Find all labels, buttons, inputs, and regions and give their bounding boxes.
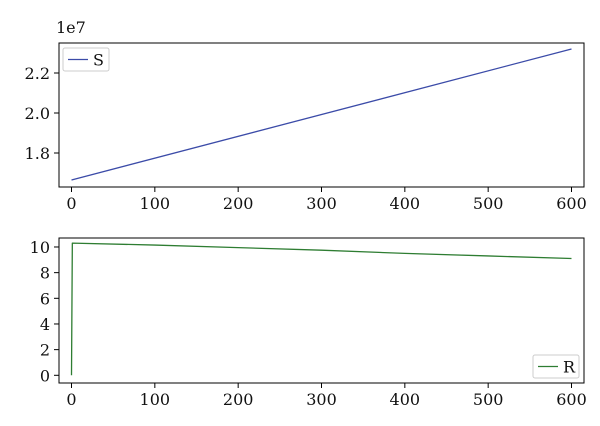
x-tick-label: 0 bbox=[66, 194, 76, 213]
x-tick-label: 600 bbox=[556, 390, 587, 409]
legend-label: S bbox=[93, 51, 104, 70]
series-line-s bbox=[71, 48, 572, 181]
y-tick-label: 2.0 bbox=[25, 104, 50, 123]
x-tick-label: 100 bbox=[140, 194, 171, 213]
x-tick-label: 100 bbox=[140, 390, 171, 409]
x-tick-label: 200 bbox=[223, 390, 254, 409]
x-tick-label: 500 bbox=[473, 390, 504, 409]
chart-panel-1: 0 100 200 300 400 500 600 1.8 2.0 2.2 1e7 S bbox=[25, 18, 587, 213]
x-tick-label: 600 bbox=[556, 194, 587, 213]
chart-panel-2: 0 100 200 300 400 500 600 0 2 4 6 8 10 R bbox=[30, 237, 587, 409]
x-tick-label: 400 bbox=[390, 194, 421, 213]
y-tick-label: 4 bbox=[40, 315, 50, 334]
y-tick-label: 0 bbox=[40, 366, 50, 385]
x-tick-label: 200 bbox=[223, 194, 254, 213]
y-tick-label: 10 bbox=[30, 238, 50, 257]
y-tick-label: 2.2 bbox=[25, 64, 50, 83]
legend-label: R bbox=[563, 358, 576, 377]
y-tick-label: 1.8 bbox=[25, 144, 50, 163]
y-tick-label: 8 bbox=[40, 264, 50, 283]
series-line-r bbox=[70, 242, 572, 376]
x-tick-label: 0 bbox=[66, 390, 76, 409]
legend: R bbox=[532, 354, 580, 379]
y-tick-label: 6 bbox=[40, 289, 50, 308]
x-tick-label: 300 bbox=[306, 194, 337, 213]
axes-frame bbox=[58, 237, 585, 384]
x-tick-label: 300 bbox=[306, 390, 337, 409]
x-tick-label: 500 bbox=[473, 194, 504, 213]
legend: S bbox=[62, 47, 110, 72]
x-tick-label: 400 bbox=[390, 390, 421, 409]
y-tick-label: 2 bbox=[40, 341, 50, 360]
y-axis-offset-label: 1e7 bbox=[56, 18, 86, 37]
